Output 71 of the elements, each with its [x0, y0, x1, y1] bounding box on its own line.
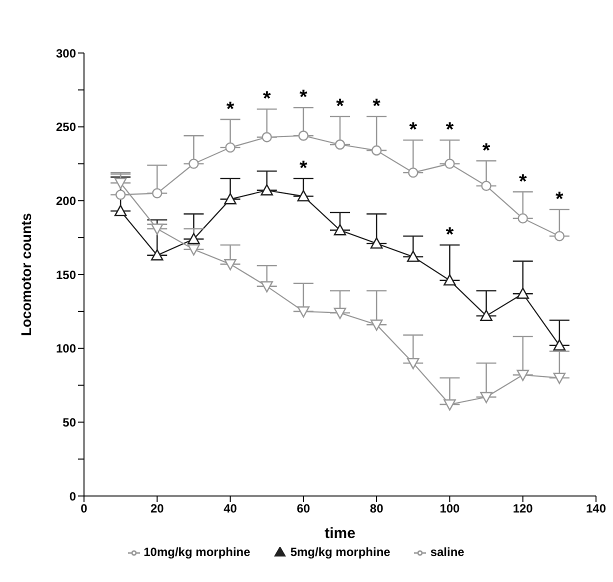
point	[444, 399, 456, 411]
point	[516, 370, 530, 382]
point	[114, 204, 127, 216]
point	[334, 308, 346, 320]
point	[152, 188, 162, 198]
point	[224, 193, 236, 204]
annotation: *	[446, 119, 454, 142]
point	[553, 372, 566, 384]
y-tick-label: 250	[56, 120, 76, 134]
y-tick-label: 200	[56, 194, 76, 208]
point	[516, 288, 530, 299]
point	[553, 339, 566, 351]
y-tick-label: 100	[56, 342, 76, 356]
annotation: *	[482, 140, 490, 162]
point	[188, 158, 199, 169]
point	[297, 190, 310, 202]
point	[150, 224, 164, 235]
annotation: *	[446, 224, 454, 246]
x-tick-label: 60	[296, 502, 310, 516]
point	[188, 244, 200, 256]
point	[406, 358, 420, 370]
x-axis-title: time	[324, 525, 356, 542]
point	[518, 213, 528, 224]
point	[298, 130, 309, 141]
x-tick-label: 100	[440, 502, 460, 516]
y-tick-label: 300	[56, 46, 76, 60]
legend-label: 10mg/kg morphine	[144, 545, 250, 559]
annotation: *	[300, 158, 308, 180]
legend-label: 5mg/kg morphine	[290, 545, 390, 559]
point	[225, 142, 236, 153]
annotation: *	[336, 95, 344, 118]
x-tick-label: 40	[224, 502, 238, 516]
y-axis-title: Locomotor counts	[18, 212, 34, 336]
x-tick-label: 0	[80, 502, 88, 516]
x-tick-label: 80	[370, 502, 384, 516]
point	[297, 306, 310, 318]
point	[370, 320, 383, 331]
legend-label: saline	[430, 545, 464, 559]
point	[480, 392, 492, 404]
annotation: *	[409, 119, 418, 142]
point	[114, 178, 127, 190]
point	[444, 158, 455, 169]
annotation: *	[372, 95, 381, 118]
annotation: *	[518, 170, 527, 193]
point	[371, 145, 382, 156]
x-tick-label: 120	[512, 502, 534, 516]
point	[408, 167, 418, 178]
point	[444, 274, 456, 286]
point	[224, 259, 236, 270]
annotation: *	[226, 98, 234, 120]
x-tick-label: 20	[150, 502, 164, 516]
point	[150, 249, 164, 260]
point	[262, 132, 272, 142]
point	[480, 310, 492, 321]
point	[481, 180, 492, 192]
point	[334, 224, 346, 236]
annotation: *	[300, 86, 308, 109]
y-tick-label: 150	[56, 268, 76, 282]
point	[115, 190, 126, 200]
annotation: *	[556, 188, 564, 211]
point	[260, 281, 274, 292]
point	[406, 250, 420, 262]
y-tick-label: 0	[69, 489, 76, 504]
point	[370, 237, 383, 249]
point	[188, 232, 200, 244]
y-tick-label: 50	[62, 415, 76, 430]
point	[334, 139, 346, 150]
point	[260, 184, 274, 196]
point	[554, 230, 565, 242]
x-tick-label: 140	[586, 502, 606, 516]
annotation: *	[262, 88, 271, 110]
